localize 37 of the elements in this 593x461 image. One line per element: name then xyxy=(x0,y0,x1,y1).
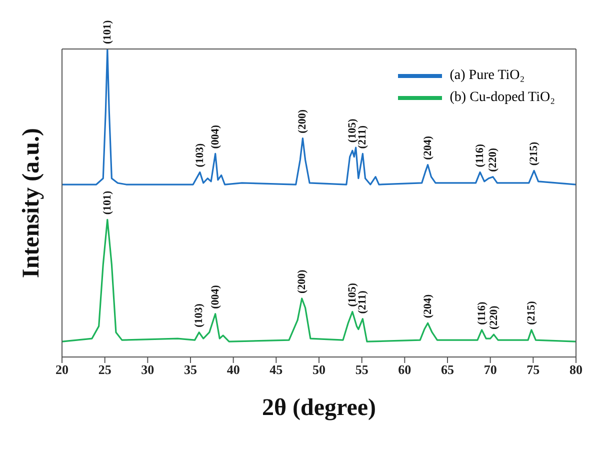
annotation: (215) xyxy=(528,141,540,166)
annotation: (215) xyxy=(525,300,538,325)
annotation: (105) xyxy=(346,118,358,143)
annotation: (004) xyxy=(209,124,222,149)
x-tick-label: 50 xyxy=(312,362,326,378)
annotation: (211) xyxy=(356,125,369,149)
annotation: (004) xyxy=(209,284,222,309)
legend-label: (b) Cu-doped TiO₂ xyxy=(450,90,555,106)
annotation: (200) xyxy=(296,109,309,134)
annotation: (101) xyxy=(101,20,114,44)
annotation: (211) xyxy=(356,290,369,314)
x-tick-label: 70 xyxy=(484,362,497,378)
annotation: (103) xyxy=(194,143,206,168)
x-tick-label: 25 xyxy=(98,362,112,378)
y-axis-title: Intensity (a.u.) xyxy=(18,128,45,278)
annotation: (204) xyxy=(422,294,434,318)
x-tick-label: 55 xyxy=(355,362,369,378)
x-tick-label: 60 xyxy=(398,362,412,378)
x-tick-label: 80 xyxy=(570,362,582,378)
annotation: (101) xyxy=(101,190,114,215)
x-tick-label: 35 xyxy=(184,362,198,378)
annotation: (103) xyxy=(193,303,206,328)
annotation: (116) xyxy=(476,301,488,325)
x-tick-label: 40 xyxy=(226,362,240,378)
x-tick-label: 20 xyxy=(56,362,68,378)
x-axis-title: 2θ (degree) xyxy=(262,395,376,421)
x-tick-label: 30 xyxy=(141,362,154,378)
annotation: (105) xyxy=(346,282,358,307)
annotation: (220) xyxy=(486,148,499,172)
annotation: (200) xyxy=(296,269,308,294)
annotation: (116) xyxy=(474,144,486,168)
x-tick-label: 65 xyxy=(441,362,454,378)
annotation: (204) xyxy=(422,136,434,160)
legend-label: (a) Pure TiO₂ xyxy=(450,68,525,84)
annotation: (220) xyxy=(488,305,500,330)
x-tick-label: 75 xyxy=(526,362,540,378)
x-tick-label: 45 xyxy=(270,362,284,378)
